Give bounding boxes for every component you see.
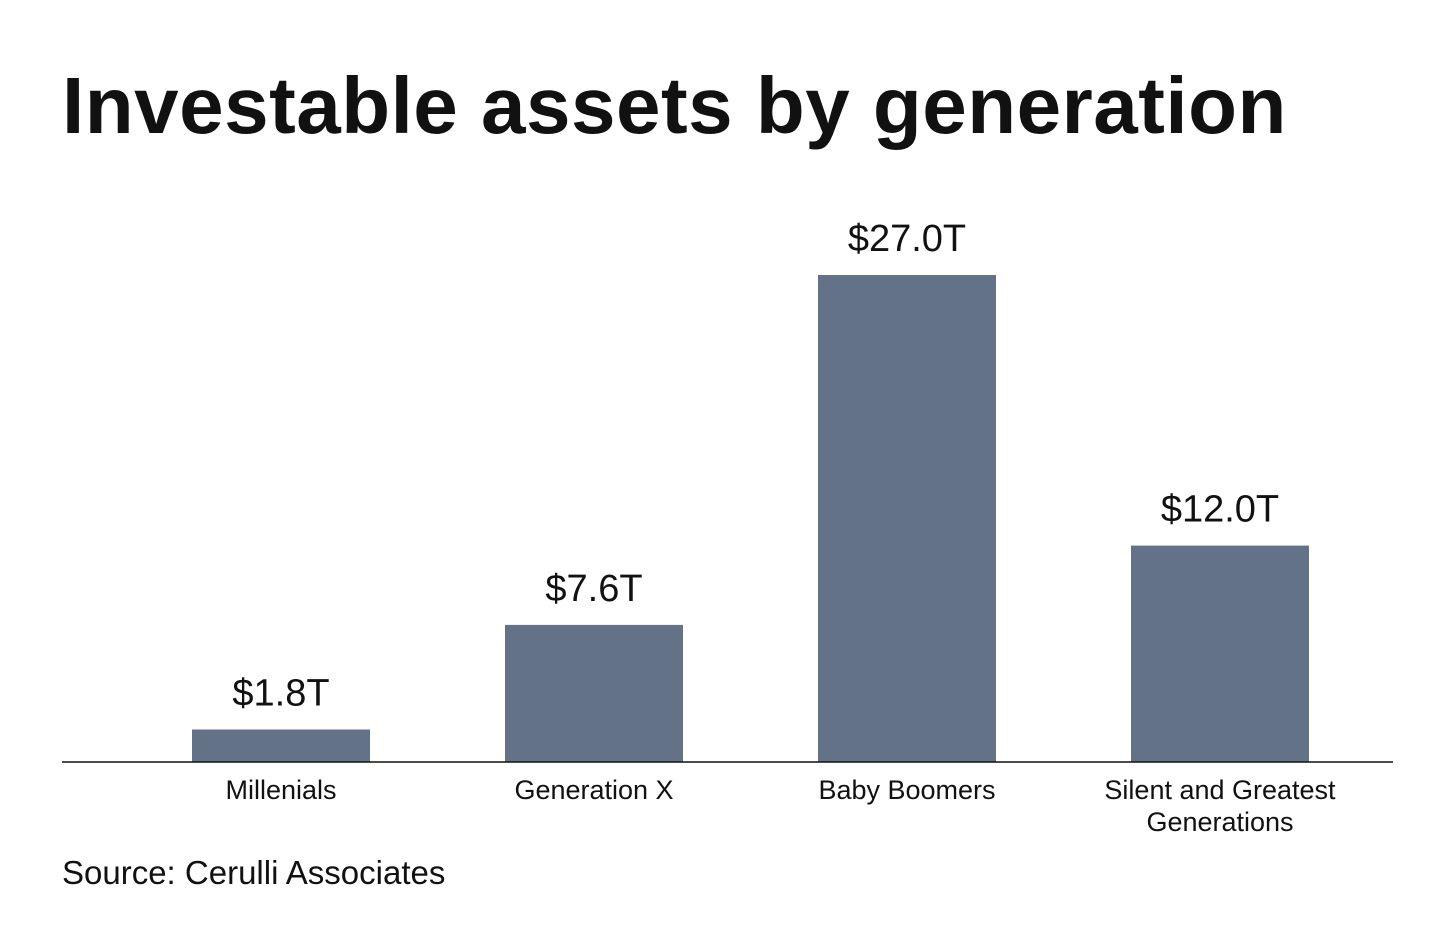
x-axis-tick-labels: Millenials Generation X Baby Boomers Silent… [225, 775, 1336, 837]
source-note: Source: Cerulli Associates [62, 854, 446, 891]
labels-layer: $1.8T $7.6T $27.0T $12.0T [232, 218, 1279, 715]
x-tick-label-line: Generations [1146, 807, 1293, 837]
bars-layer [192, 275, 1309, 762]
bar-3 [1131, 545, 1309, 762]
data-label-1: $7.6T [545, 568, 642, 610]
bar-2 [818, 275, 996, 762]
chart-title: Investable assets by generation [62, 61, 1287, 150]
x-tick-label-2: Baby Boomers [818, 775, 995, 805]
data-label-0: $1.8T [232, 673, 329, 715]
x-tick-label-line: Baby Boomers [818, 775, 995, 805]
x-tick-label-0: Millenials [225, 775, 336, 805]
bar-0 [192, 729, 370, 762]
x-tick-label-3: Silent and Greatest Generations [1104, 775, 1336, 837]
bar-1 [505, 624, 683, 762]
x-tick-label-line: Generation X [514, 775, 673, 805]
data-label-3: $12.0T [1161, 489, 1279, 531]
data-label-2: $27.0T [848, 218, 966, 260]
x-tick-label-line: Silent and Greatest [1104, 775, 1336, 805]
x-tick-label-line: Millenials [225, 775, 336, 805]
x-tick-label-1: Generation X [514, 775, 673, 805]
